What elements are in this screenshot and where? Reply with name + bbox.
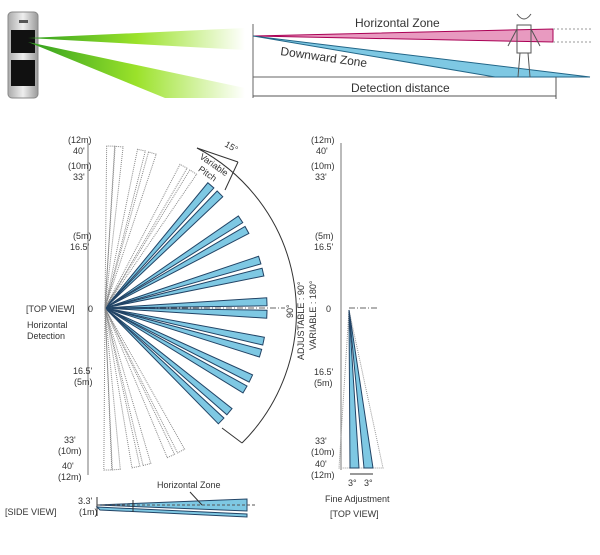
green-horizontal-beam (28, 28, 245, 50)
tick-40ft-bottom: 40' (62, 461, 74, 471)
horizontal-zone-shape (252, 28, 554, 43)
tick-16ft-bottom: 16.5' (73, 366, 93, 376)
fine-tick-5m-bottom: (5m) (314, 378, 333, 388)
top-view-title: [TOP VIEW] (26, 304, 75, 314)
fine-tick-12m-bottom: (12m) (311, 470, 335, 480)
sensor-device-image (7, 11, 39, 99)
horizontal-zone-label: Horizontal Zone (355, 16, 440, 30)
side-height-m: (1m) (79, 507, 98, 517)
fine-tick-40ft: 40' (316, 146, 328, 156)
detection-beam (104, 307, 248, 394)
detection-beam (104, 182, 215, 309)
arc-angle-label: 90° (285, 304, 295, 318)
detection-label: Detection (27, 331, 65, 341)
fine-beam-left (348, 309, 360, 469)
detection-beam (104, 215, 244, 309)
side-view-title: [SIDE VIEW] (5, 507, 57, 517)
variable-label: VARIABLE : 180° (308, 280, 318, 350)
fine-tick-5m: (5m) (315, 231, 334, 241)
detection-beam (104, 267, 265, 309)
top-view-diagram (87, 143, 297, 475)
tick-12m-top: (12m) (68, 135, 92, 145)
inactive-beam-outline (104, 307, 121, 471)
pitch-angle: 15° (223, 139, 240, 155)
detection-beam (104, 307, 268, 319)
detection-beam (104, 307, 263, 358)
fine-tick-12m: (12m) (311, 135, 335, 145)
fine-tick-40ft-bottom: 40' (315, 459, 327, 469)
zone-side-diagram: Horizontal Zone Downward Zone Detection … (252, 13, 592, 99)
adjustable-label: ADJUSTABLE : 90° (296, 281, 306, 360)
tick-12m-bottom: (12m) (58, 472, 82, 482)
fine-beam-right (348, 309, 374, 469)
fine-tick-33ft-bottom: 33' (315, 436, 327, 446)
tick-5m-top: (5m) (73, 231, 92, 241)
detection-beam (104, 307, 225, 425)
fine-adjustment-diagram (338, 143, 384, 475)
fine-tick-10m: (10m) (311, 161, 335, 171)
side-downward-zone (95, 506, 248, 518)
detection-beam (104, 297, 268, 309)
person-figure (507, 13, 541, 78)
inactive-beam-outline (104, 307, 186, 454)
tick-40ft-top: 40' (73, 146, 85, 156)
tick-10m-bottom: (10m) (58, 446, 82, 456)
inactive-beam-outline (104, 145, 116, 309)
tick-10m-top: (10m) (68, 161, 92, 171)
tick-16ft-top: 16.5' (70, 242, 90, 252)
inactive-beam-outline (104, 307, 141, 469)
inactive-beam-outline (104, 169, 198, 309)
inactive-beam-outline (104, 307, 176, 459)
fine-top-view-title: [TOP VIEW] (330, 509, 379, 519)
tick-5m-bottom: (5m) (74, 377, 93, 387)
fine-tick-33ft: 33' (315, 172, 327, 182)
detection-beam (104, 255, 262, 309)
inactive-beam-outline (104, 148, 146, 309)
fine-left-angle: 3° (348, 478, 357, 488)
fine-right-angle: 3° (364, 478, 373, 488)
detection-beam (104, 225, 250, 309)
inactive-beam-outline (104, 163, 188, 309)
inactive-beam-outline (104, 151, 157, 309)
coverage-arc (196, 147, 297, 444)
fine-tick-10m-bottom: (10m) (311, 447, 335, 457)
green-downward-beam (28, 42, 245, 98)
detection-distance-label: Detection distance (351, 81, 450, 95)
tick-33ft-top: 33' (73, 172, 85, 182)
horizontal-label: Horizontal (27, 320, 68, 330)
inactive-beam-outline (103, 307, 113, 471)
side-view-diagram (95, 491, 255, 518)
fine-tick-16ft-bottom: 16.5' (314, 367, 334, 377)
downward-zone-shape (252, 35, 591, 78)
inactive-beam-outline (104, 145, 124, 309)
detection-beam (104, 307, 233, 416)
detection-beam (104, 307, 254, 383)
fine-adjustment-label: Fine Adjustment (325, 494, 390, 504)
detection-beam (104, 307, 265, 346)
side-zone-label: Horizontal Zone (157, 480, 221, 490)
side-height-ft: 3.3' (78, 496, 93, 506)
fine-tick-16ft: 16.5' (314, 242, 334, 252)
detection-beam (104, 190, 224, 309)
tick-33ft-bottom: 33' (64, 435, 76, 445)
inactive-beam-outline (104, 307, 152, 467)
tick-zero: 0 (88, 304, 93, 314)
fine-tick-zero: 0 (326, 304, 331, 314)
